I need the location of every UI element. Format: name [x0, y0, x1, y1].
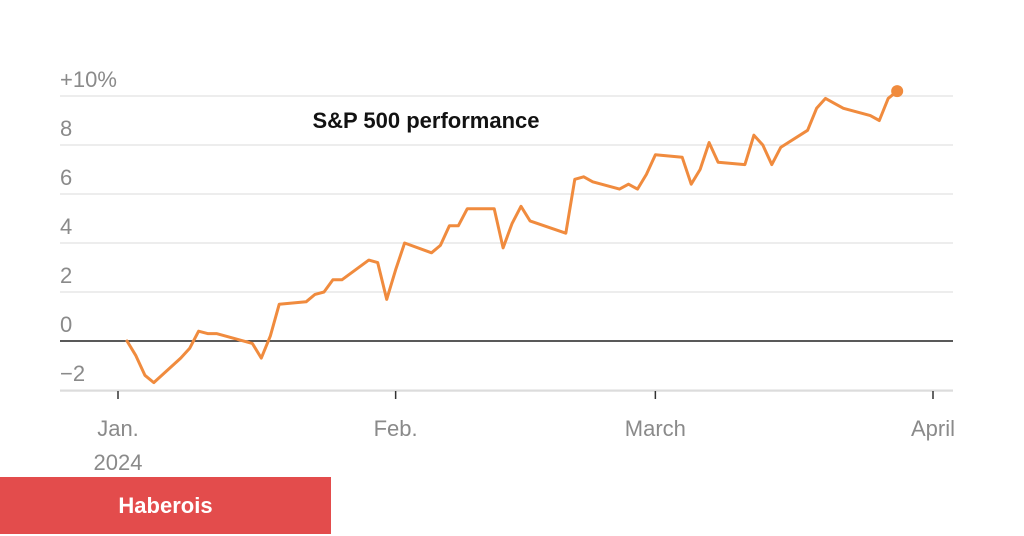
series-end-point: [891, 85, 904, 98]
y-tick-label: 0: [60, 312, 72, 337]
y-axis-ticks: −2 0 2 4 6 8 +10%: [60, 67, 117, 386]
x-tick-label: March: [625, 416, 686, 441]
x-tick-label: Feb.: [374, 416, 418, 441]
y-tick-label: 4: [60, 214, 72, 239]
chart-title: S&P 500 performance: [312, 108, 539, 133]
y-tick-label: 8: [60, 116, 72, 141]
x-axis-ticks: Jan. 2024 Feb. March April: [94, 391, 955, 475]
series-layer: [125, 85, 904, 385]
source-badge-label: Haberois: [118, 492, 213, 518]
y-tick-label: +10%: [60, 67, 117, 92]
y-tick-label: 2: [60, 263, 72, 288]
source-badge[interactable]: Haberois: [0, 477, 331, 534]
y-tick-label: 6: [60, 165, 72, 190]
y-tick-label: −2: [60, 361, 85, 386]
series-line: [125, 89, 899, 385]
x-tick-label: Jan.: [97, 416, 139, 441]
x-tick-label: April: [911, 416, 955, 441]
x-tick-label: 2024: [94, 450, 143, 475]
gridlines: [60, 95, 953, 392]
